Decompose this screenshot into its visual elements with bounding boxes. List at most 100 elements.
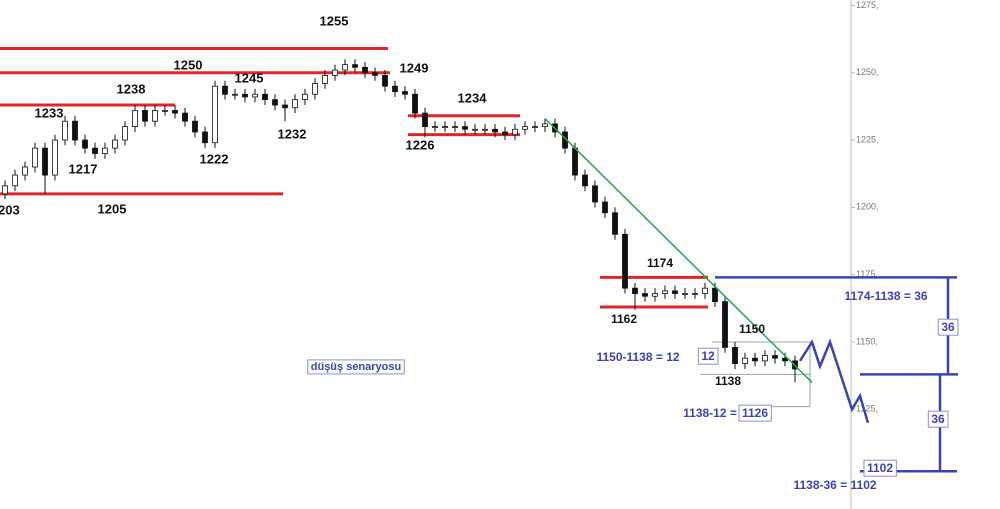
candle-body [182, 112, 188, 122]
annotation: 1249 [400, 60, 429, 75]
candle-body [392, 85, 398, 92]
candle-body [122, 126, 128, 141]
candle-body [712, 287, 718, 303]
annotation-box [863, 459, 897, 477]
annotation: 1233 [35, 105, 64, 120]
candle-body [252, 93, 258, 98]
y-tick-label: 1175, [856, 269, 878, 279]
annotation: 1174 [647, 256, 673, 270]
annotation-box [738, 404, 772, 422]
candle-body [322, 75, 328, 84]
candle-body [302, 93, 308, 101]
candle-body [52, 139, 58, 176]
candle-body [82, 139, 88, 149]
candle-body [142, 110, 148, 122]
annotation-box [697, 347, 719, 365]
candle-body [592, 185, 598, 203]
annotation: 1138-12 = [683, 406, 737, 420]
candle-body [32, 147, 38, 168]
candle-body [102, 147, 108, 154]
annotation-box [927, 410, 949, 428]
annotation: 1174-1138 = 36 [844, 289, 927, 303]
candle-body [462, 126, 468, 130]
candle-body [692, 293, 698, 295]
candle-body [242, 93, 248, 98]
candle-body [632, 287, 638, 294]
annotation: 1250 [174, 57, 203, 72]
candle-body [452, 126, 458, 128]
candle-body [672, 290, 678, 294]
candle-body [372, 72, 378, 76]
annotation: 1102 [867, 461, 893, 475]
candle-body [612, 212, 618, 235]
candle-body [772, 355, 778, 359]
candle-body [502, 131, 508, 136]
annotation: 1232 [278, 126, 307, 141]
candle-body [332, 69, 338, 76]
candle-body [512, 128, 518, 136]
candle-body [572, 147, 578, 176]
candle-body [352, 64, 358, 68]
annotation: 1226 [406, 137, 435, 152]
annotation: 36 [931, 412, 945, 426]
candle-body [522, 126, 528, 130]
candle-body [722, 301, 728, 348]
candle-body [312, 83, 318, 95]
candle-body [732, 347, 738, 364]
candle-body [742, 357, 748, 364]
candle-body [42, 147, 48, 176]
candle-body [642, 293, 648, 297]
candle-body [92, 147, 98, 154]
candle-body [432, 126, 438, 128]
candle-body [682, 293, 688, 295]
projection [798, 338, 870, 424]
candle-body [272, 99, 278, 106]
candle-body [12, 174, 18, 187]
candle-body [232, 93, 238, 96]
annotation: 1217 [69, 161, 98, 176]
candle-body [582, 174, 588, 187]
candle-body [482, 128, 488, 131]
candle-body [402, 91, 408, 95]
candle-body [22, 166, 28, 176]
y-tick-label: 1250, [856, 67, 879, 77]
candle-body [2, 185, 8, 195]
annotation-box [937, 318, 959, 336]
annotation: 1222 [200, 151, 229, 166]
candle-body [202, 131, 208, 144]
candle-body [422, 112, 428, 127]
annotation: 1245 [235, 70, 264, 85]
candle-body [292, 99, 298, 109]
candle-body [62, 120, 68, 141]
annotation: 1238 [117, 81, 146, 96]
candle-body [782, 357, 788, 362]
annotation-box [307, 359, 405, 375]
annotation: 1138 [715, 374, 741, 388]
candle-body [412, 93, 418, 114]
candle-body [222, 85, 228, 95]
candle-body [542, 123, 548, 127]
annotation: 203 [0, 202, 20, 217]
candle-body [762, 355, 768, 362]
candle-body [112, 139, 118, 149]
y-tick-label: 1225, [856, 134, 879, 144]
candle-body [362, 66, 368, 74]
trendline [544, 117, 813, 383]
annotation: 36 [941, 320, 955, 334]
candle-body [662, 290, 668, 294]
candle-body [492, 128, 498, 133]
candle-body [382, 75, 388, 87]
annotation: 1150 [739, 322, 765, 336]
annotation: 1150-1138 = 12 [596, 350, 679, 364]
candle-body [532, 126, 538, 128]
annotation: 1205 [98, 201, 127, 216]
annotation: 1126 [742, 406, 768, 420]
candle-body [472, 128, 478, 131]
candle-body [132, 110, 138, 127]
annotation: 1255 [320, 13, 349, 28]
annotation: düşüş senaryosu [311, 361, 401, 373]
candle-body [752, 357, 758, 362]
candle-body [702, 287, 708, 294]
